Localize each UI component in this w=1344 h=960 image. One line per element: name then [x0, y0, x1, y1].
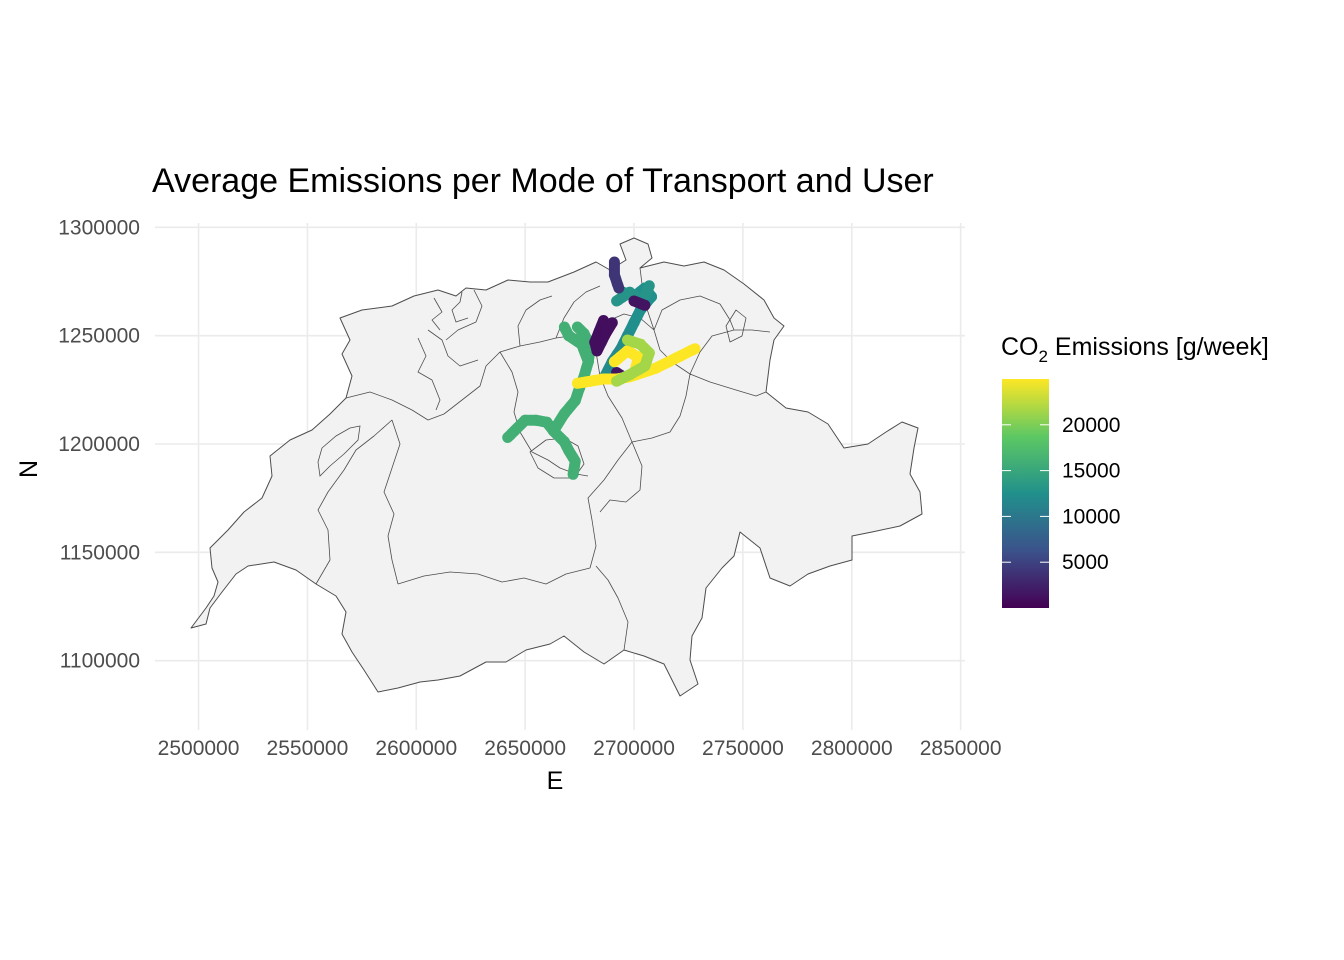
y-tick-label: 1300000 — [58, 216, 140, 239]
track — [628, 295, 651, 311]
legend-tick-label: 15000 — [1062, 460, 1120, 483]
x-tick-label: 2800000 — [811, 737, 893, 760]
legend-ticks: 5000 10000 15000 20000 — [1002, 414, 1120, 574]
y-tick-label: 1100000 — [60, 650, 140, 673]
track-point — [558, 321, 570, 333]
switzerland-cantons-basemap — [190, 237, 923, 697]
track-point — [639, 299, 651, 311]
x-tick-label: 2600000 — [375, 737, 457, 760]
legend-title-main: CO — [1001, 333, 1039, 361]
legend-tick-label: 20000 — [1062, 414, 1120, 437]
legend-tick-label: 10000 — [1062, 505, 1120, 528]
legend-title-sub: 2 — [1039, 347, 1048, 366]
x-tick-label: 2650000 — [484, 737, 566, 760]
track-point — [571, 321, 583, 333]
track-point — [643, 280, 655, 292]
y-tick-label: 1200000 — [58, 433, 140, 456]
legend-title: CO2 Emissions [g/week] — [1001, 333, 1269, 366]
track-point — [502, 432, 514, 443]
legend-tick-label: 5000 — [1062, 551, 1109, 574]
track — [558, 321, 594, 368]
legend-title-rest: Emissions [g/week] — [1048, 333, 1269, 361]
chart-title: Average Emissions per Mode of Transport … — [152, 162, 934, 200]
y-axis-title: N — [15, 460, 43, 478]
tracks-layer — [502, 256, 701, 480]
track-point — [613, 282, 625, 294]
y-tick-label: 1250000 — [58, 325, 140, 348]
x-tick-label: 2550000 — [267, 737, 349, 760]
track-point — [689, 343, 701, 355]
x-axis-title: E — [547, 767, 564, 795]
country-outline — [190, 237, 923, 697]
legend: CO2 Emissions [g/week] 5000 10000 15000 200… — [1001, 333, 1269, 608]
track-point — [606, 317, 618, 329]
track — [589, 315, 618, 357]
legend-colorbar — [1002, 379, 1049, 608]
lake-neuchatel — [317, 425, 361, 477]
track-point — [611, 375, 623, 387]
canton-borders — [315, 267, 771, 651]
track — [608, 256, 625, 294]
x-tick-label: 2700000 — [593, 737, 675, 760]
x-axis: 2500000 2550000 2600000 2650000 2700000 27500… — [158, 737, 1002, 760]
y-axis: 1100000 1150000 1200000 1250000 1300000 — [58, 216, 140, 672]
x-tick-label: 2500000 — [158, 737, 240, 760]
track — [611, 334, 655, 387]
x-tick-label: 2850000 — [920, 737, 1002, 760]
y-tick-label: 1150000 — [60, 541, 140, 564]
x-tick-label: 2750000 — [702, 737, 784, 760]
